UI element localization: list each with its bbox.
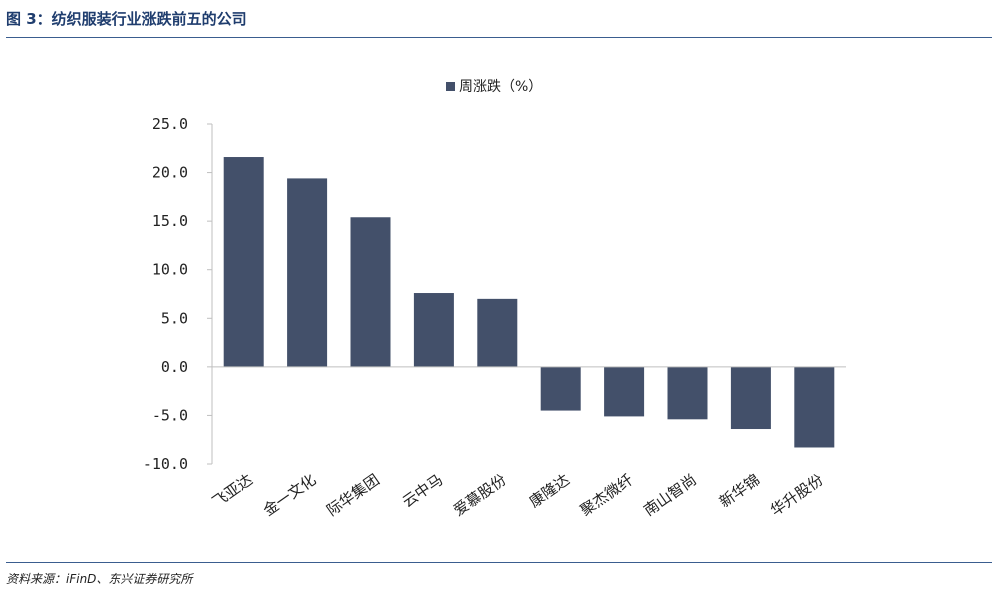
y-axis: 25.0 20.0 15.0 10.0 5.0 0.0 -5.0 -10.0 [143, 115, 213, 473]
bar-1 [223, 157, 264, 367]
y-tick-label: 5.0 [161, 309, 188, 327]
x-axis-labels: 飞亚达 金一文化 际华集团 云中马 爱慕股份 康隆达 聚杰微纤 南山智尚 新华锦 华升股份 [209, 471, 827, 520]
category-label-5: 爱慕股份 [450, 471, 509, 520]
bar-4 [413, 293, 454, 367]
category-label-4: 云中马 [399, 471, 446, 512]
bars [223, 157, 835, 448]
legend-swatch [446, 82, 455, 91]
legend-label: 周涨跌（%） [459, 79, 542, 95]
category-label-3: 际华集团 [323, 471, 382, 520]
bar-2 [287, 178, 328, 367]
bar-7 [604, 366, 645, 417]
y-tick-label: 10.0 [152, 261, 188, 279]
y-tick-label: 20.0 [152, 164, 188, 182]
category-label-7: 聚杰微纤 [577, 471, 636, 520]
bar-9 [730, 366, 771, 430]
y-tick-label: 25.0 [152, 115, 188, 133]
category-label-6: 康隆达 [526, 471, 573, 512]
y-tick-label: 15.0 [152, 212, 188, 230]
category-label-9: 新华锦 [716, 471, 763, 512]
bar-6 [540, 366, 581, 411]
legend: 周涨跌（%） [446, 79, 542, 95]
y-tick-label: -5.0 [152, 406, 188, 424]
bar-3 [350, 217, 391, 367]
figure-title: 图 3：纺织服装行业涨跌前五的公司 [6, 10, 247, 28]
category-label-1: 飞亚达 [209, 471, 256, 512]
y-tick-label: 0.0 [161, 358, 188, 376]
y-tick-label: -10.0 [143, 455, 188, 473]
bar-5 [477, 298, 518, 367]
category-label-8: 南山智尚 [640, 471, 699, 520]
category-label-2: 金一文化 [260, 471, 319, 520]
bar-8 [667, 366, 708, 420]
top-rule [6, 37, 992, 38]
source-note: 资料来源：iFinD、东兴证券研究所 [6, 572, 193, 586]
bar-10 [794, 366, 835, 448]
category-label-10: 华升股份 [767, 471, 826, 520]
bottom-rule [6, 562, 992, 563]
